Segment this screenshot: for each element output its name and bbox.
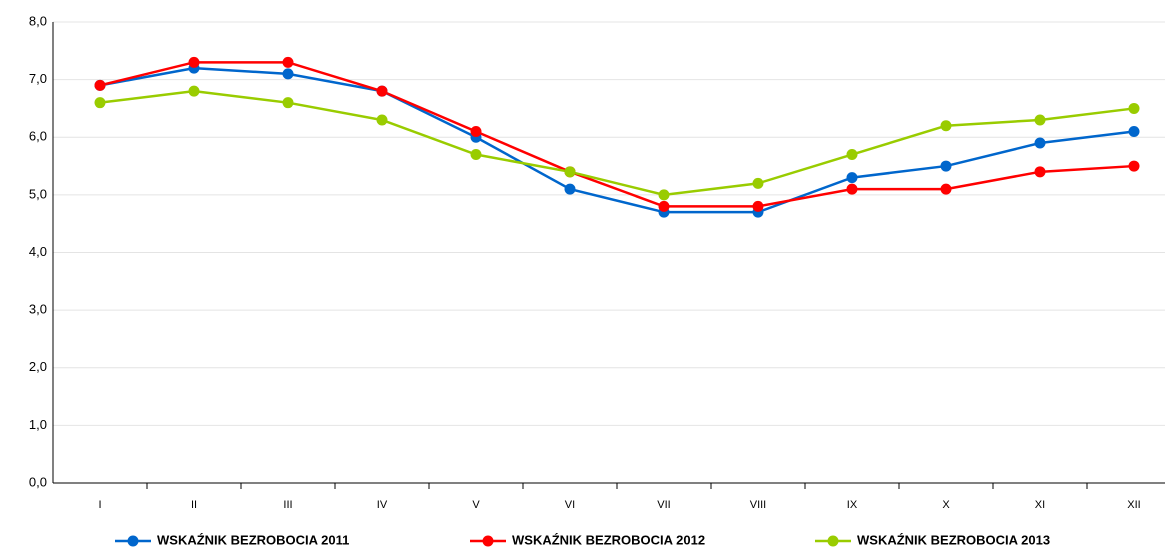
- data-point: [752, 200, 764, 212]
- data-point: [470, 125, 482, 137]
- x-tick-label: XI: [1035, 499, 1045, 511]
- data-point: [282, 97, 294, 109]
- series-line: [99, 66, 1135, 214]
- x-tick-label: III: [283, 499, 292, 511]
- data-point: [1128, 102, 1140, 114]
- y-tick-label: 7,0: [29, 71, 47, 86]
- data-point: [1128, 160, 1140, 172]
- data-point: [1034, 114, 1046, 126]
- x-tick-label: VIII: [750, 499, 767, 511]
- data-point: [282, 56, 294, 68]
- data-point: [846, 183, 858, 195]
- x-tick-label: XII: [1127, 499, 1140, 511]
- data-point: [188, 56, 200, 68]
- data-point: [282, 68, 294, 80]
- x-tick-label: I: [98, 499, 101, 511]
- y-tick-label: 2,0: [29, 359, 47, 374]
- data-point: [94, 79, 106, 91]
- data-point: [940, 183, 952, 195]
- y-tick-label: 4,0: [29, 244, 47, 259]
- legend-label: WSKAŹNIK BEZROBOCIA 2011: [157, 532, 349, 547]
- x-tick-label: X: [942, 499, 950, 511]
- data-point: [188, 85, 200, 97]
- legend-marker: [827, 535, 839, 547]
- legend-marker: [482, 535, 494, 547]
- data-point: [846, 172, 858, 184]
- data-point: [564, 183, 576, 195]
- data-point: [376, 85, 388, 97]
- data-point: [94, 97, 106, 109]
- x-tick-label: V: [472, 499, 480, 511]
- y-tick-label: 0,0: [29, 474, 47, 489]
- y-tick-label: 5,0: [29, 186, 47, 201]
- legend-marker: [127, 535, 139, 547]
- data-point: [940, 160, 952, 172]
- x-tick-label: VI: [565, 499, 575, 511]
- series-line: [99, 89, 1135, 197]
- data-point: [376, 114, 388, 126]
- data-point: [658, 200, 670, 212]
- data-point: [658, 189, 670, 201]
- data-point: [940, 120, 952, 132]
- data-point: [564, 166, 576, 178]
- data-point: [1034, 166, 1046, 178]
- data-point: [1034, 137, 1046, 149]
- x-tick-label: VII: [657, 499, 670, 511]
- y-tick-label: 3,0: [29, 302, 47, 317]
- data-point: [1128, 125, 1140, 137]
- x-tick-label: IV: [377, 499, 388, 511]
- data-point: [846, 149, 858, 161]
- legend-label: WSKAŹNIK BEZROBOCIA 2013: [857, 532, 1050, 547]
- y-tick-label: 1,0: [29, 417, 47, 432]
- data-point: [752, 177, 764, 189]
- x-tick-label: IX: [847, 499, 858, 511]
- legend-label: WSKAŹNIK BEZROBOCIA 2012: [512, 532, 705, 547]
- x-tick-label: II: [191, 499, 197, 511]
- data-point: [470, 149, 482, 161]
- y-tick-label: 6,0: [29, 129, 47, 144]
- series-line: [99, 61, 1135, 208]
- y-tick-label: 8,0: [29, 13, 47, 28]
